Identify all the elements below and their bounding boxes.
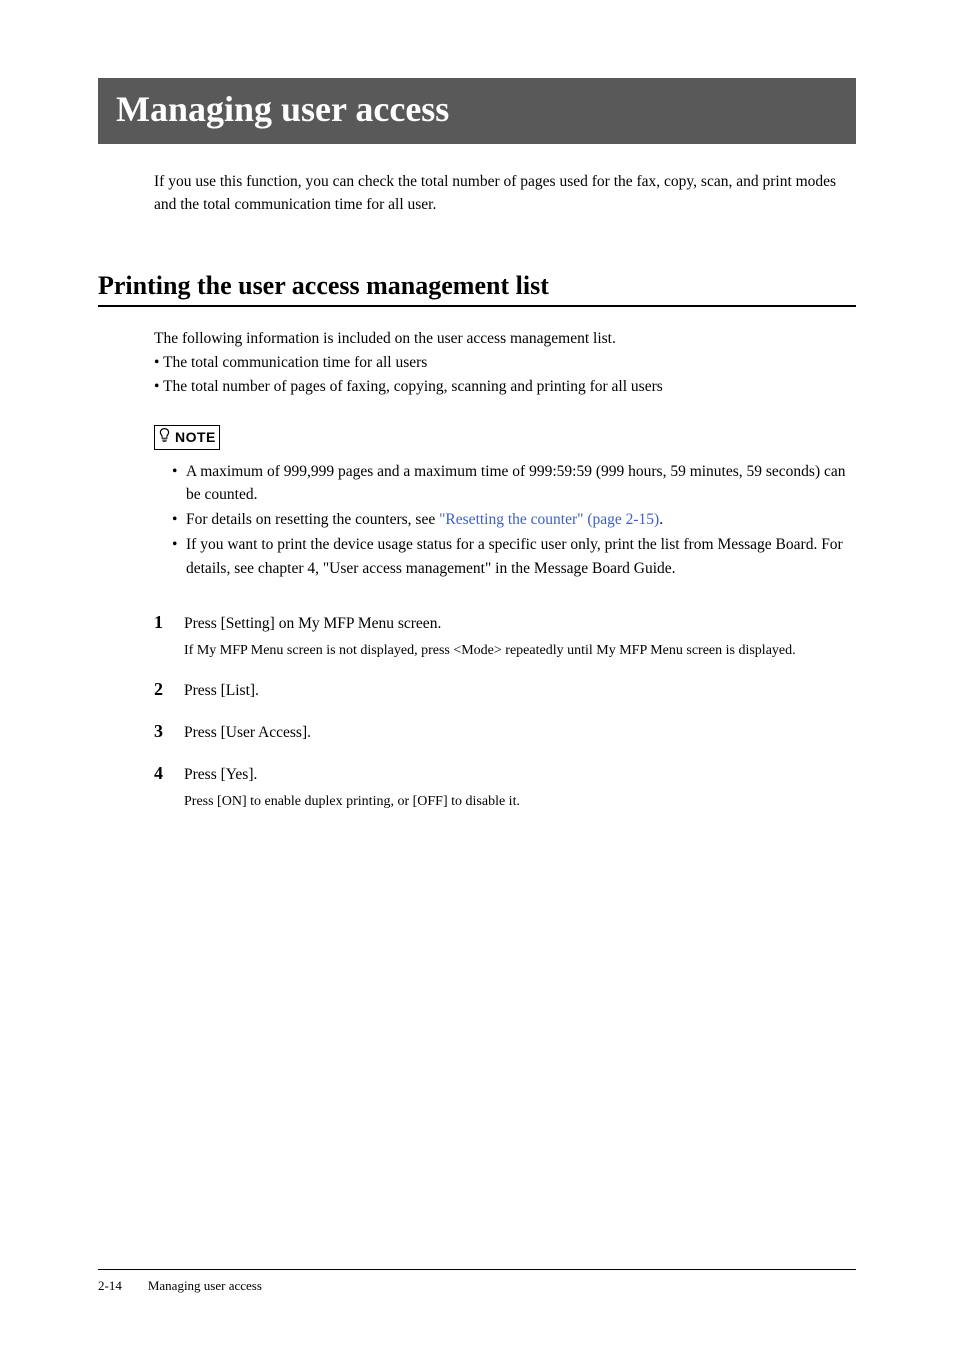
step-number: 4 bbox=[154, 763, 184, 812]
note-item: • For details on resetting the counters,… bbox=[172, 508, 856, 531]
page-footer: 2-14 Managing user access bbox=[98, 1269, 856, 1294]
section-intro-text: The following information is included on… bbox=[154, 327, 856, 351]
step-number: 3 bbox=[154, 721, 184, 745]
main-title-bar: Managing user access bbox=[98, 78, 856, 144]
step-sub-text: If My MFP Menu screen is not displayed, … bbox=[184, 640, 856, 661]
step-sub-text: Press [ON] to enable duplex printing, or… bbox=[184, 791, 856, 812]
section-bullet-text: The total number of pages of faxing, cop… bbox=[163, 378, 663, 395]
section-bullet-text: The total communication time for all use… bbox=[163, 354, 427, 371]
main-title: Managing user access bbox=[116, 88, 838, 130]
section-bullet: • The total number of pages of faxing, c… bbox=[154, 375, 856, 399]
bullet-icon: • bbox=[172, 533, 186, 580]
intro-paragraph: If you use this function, you can check … bbox=[154, 170, 856, 217]
step-number: 1 bbox=[154, 612, 184, 661]
note-label-text: NOTE bbox=[175, 429, 216, 445]
step-main-text: Press [Yes]. bbox=[184, 763, 856, 787]
note-list: • A maximum of 999,999 pages and a maxim… bbox=[172, 460, 856, 580]
step-item: 3 Press [User Access]. bbox=[154, 721, 856, 745]
section-bullet: • The total communication time for all u… bbox=[154, 351, 856, 375]
bullet-icon: • bbox=[172, 460, 186, 507]
step-main-text: Press [Setting] on My MFP Menu screen. bbox=[184, 612, 856, 636]
note-item-text: If you want to print the device usage st… bbox=[186, 536, 843, 576]
footer-page-number: 2-14 bbox=[98, 1278, 122, 1294]
note-label-box: NOTE bbox=[154, 425, 220, 450]
step-item: 2 Press [List]. bbox=[154, 679, 856, 703]
step-main-text: Press [List]. bbox=[184, 679, 856, 703]
section-title: Printing the user access management list bbox=[98, 271, 856, 307]
step-item: 4 Press [Yes]. Press [ON] to enable dupl… bbox=[154, 763, 856, 812]
step-item: 1 Press [Setting] on My MFP Menu screen.… bbox=[154, 612, 856, 661]
section-intro: The following information is included on… bbox=[154, 327, 856, 399]
note-item: • A maximum of 999,999 pages and a maxim… bbox=[172, 460, 856, 507]
note-item: • If you want to print the device usage … bbox=[172, 533, 856, 580]
note-item-text: A maximum of 999,999 pages and a maximum… bbox=[186, 463, 846, 503]
note-link[interactable]: "Resetting the counter" (page 2-15) bbox=[439, 511, 659, 528]
step-number: 2 bbox=[154, 679, 184, 703]
note-item-post: . bbox=[659, 511, 663, 528]
note-item-text: For details on resetting the counters, s… bbox=[186, 511, 439, 528]
step-main-text: Press [User Access]. bbox=[184, 721, 856, 745]
lightbulb-icon bbox=[158, 427, 171, 448]
steps-list: 1 Press [Setting] on My MFP Menu screen.… bbox=[154, 612, 856, 812]
bullet-icon: • bbox=[172, 508, 186, 531]
footer-section-name: Managing user access bbox=[148, 1278, 262, 1294]
